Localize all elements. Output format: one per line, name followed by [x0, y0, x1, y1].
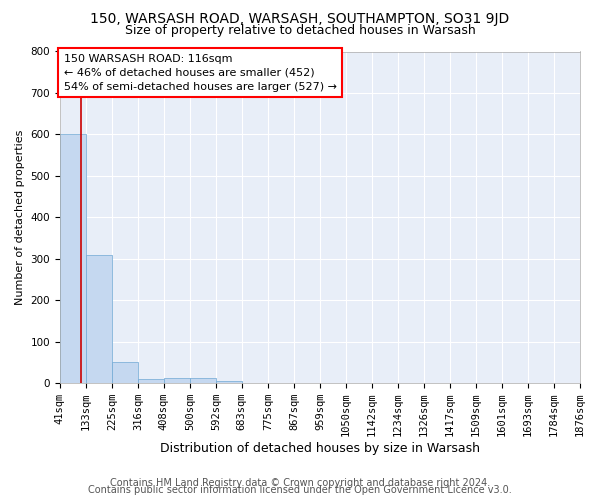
Bar: [86, 254, 112, 383]
Text: Contains HM Land Registry data © Crown copyright and database right 2024.: Contains HM Land Registry data © Crown c…: [110, 478, 490, 488]
Bar: [112, 362, 138, 383]
Text: Contains public sector information licensed under the Open Government Licence v3: Contains public sector information licen…: [88, 485, 512, 495]
Text: 150, WARSASH ROAD, WARSASH, SOUTHAMPTON, SO31 9JD: 150, WARSASH ROAD, WARSASH, SOUTHAMPTON,…: [91, 12, 509, 26]
Bar: [164, 378, 190, 383]
X-axis label: Distribution of detached houses by size in Warsash: Distribution of detached houses by size …: [160, 442, 480, 455]
Y-axis label: Number of detached properties: Number of detached properties: [15, 130, 25, 305]
Bar: [216, 381, 242, 383]
Text: 150 WARSASH ROAD: 116sqm
← 46% of detached houses are smaller (452)
54% of semi-: 150 WARSASH ROAD: 116sqm ← 46% of detach…: [64, 54, 337, 92]
Text: Size of property relative to detached houses in Warsash: Size of property relative to detached ho…: [125, 24, 475, 37]
Bar: [138, 379, 164, 383]
Bar: [190, 378, 216, 383]
Bar: [60, 134, 86, 383]
